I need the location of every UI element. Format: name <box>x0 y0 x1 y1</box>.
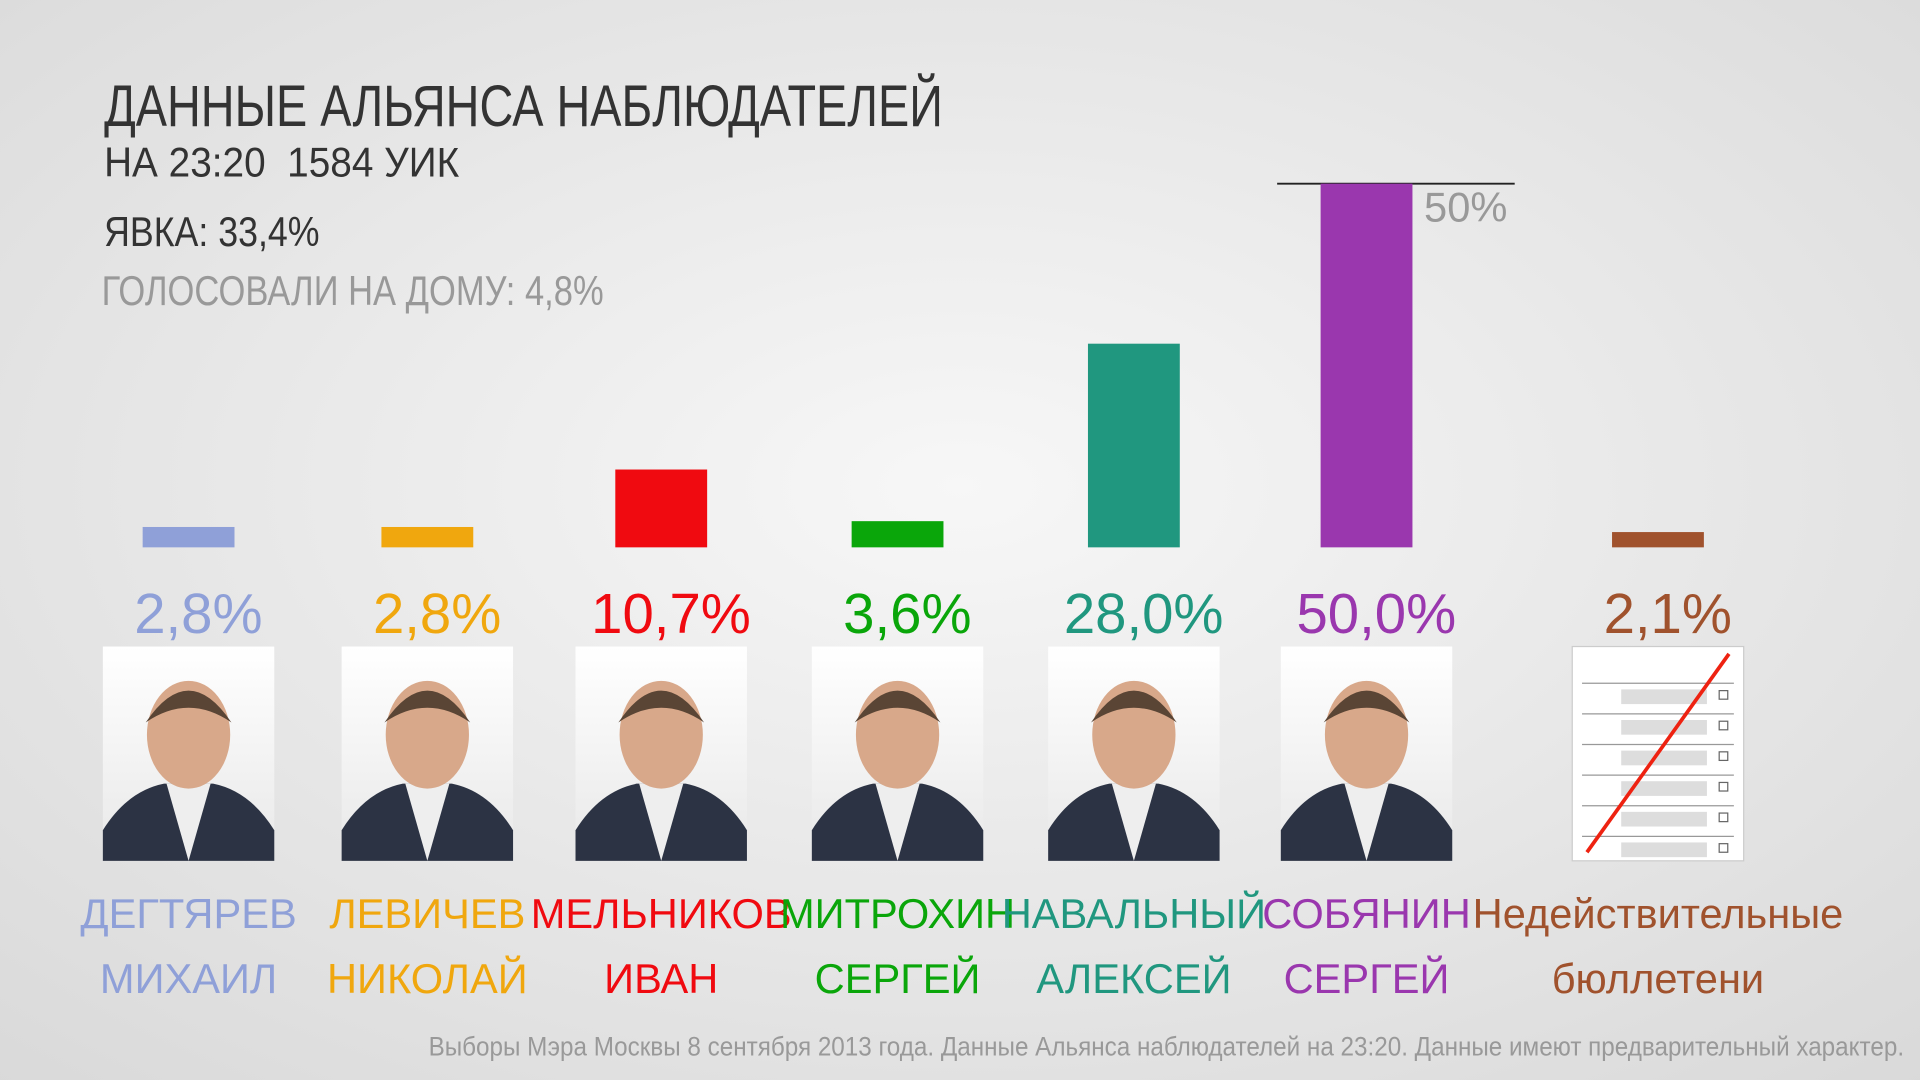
ballot-cross <box>1585 652 1731 854</box>
category-label: СЕРГЕЙ <box>815 954 981 1002</box>
photo <box>1571 645 1745 862</box>
category-label: ДЕГТЯРЕВ <box>80 890 296 937</box>
category-label: НАВАЛЬНЫЙ <box>1002 889 1266 937</box>
category-label: МЕЛЬНИКОВ <box>531 890 792 937</box>
ballot-text <box>1621 689 1707 705</box>
photo <box>575 646 747 861</box>
photo-hair <box>1091 690 1177 723</box>
value-label: 2,1% <box>1604 582 1732 645</box>
value-label: 2,8% <box>373 582 501 645</box>
bar <box>615 469 708 548</box>
bar <box>381 526 474 548</box>
ballot-text <box>1621 781 1707 796</box>
chart-subtitle: НА 23:20 1584 УИК <box>104 138 459 185</box>
category-label: СОБЯНИН <box>1262 890 1470 937</box>
ballot-box <box>1718 812 1729 823</box>
bar <box>1320 183 1413 548</box>
category-label: ЛЕВИЧЕВ <box>329 890 525 937</box>
bar <box>1087 343 1180 548</box>
ballot-box <box>1718 843 1729 853</box>
photo <box>811 646 984 861</box>
category-label: МИТРОХИН <box>780 890 1015 937</box>
category-label: ИВАН <box>604 955 718 1002</box>
category-label: АЛЕКСЕЙ <box>1036 954 1231 1002</box>
value-label: 3,6% <box>843 582 971 645</box>
photo-hair <box>854 690 941 723</box>
photo-shirt <box>639 783 684 861</box>
category-label: МИХАИЛ <box>100 955 277 1002</box>
ballot-text <box>1621 842 1707 858</box>
photo-shirt <box>1344 783 1389 861</box>
photo <box>1048 646 1220 861</box>
chart-title: ДАННЫЕ АЛЬЯНСА НАБЛЮДАТЕЛЕЙ <box>104 72 943 139</box>
value-label: 2,8% <box>134 582 262 645</box>
photo-shirt <box>875 783 920 861</box>
photo-hair <box>618 690 705 723</box>
footnote: Выборы Мэра Москвы 8 сентября 2013 года.… <box>429 1032 1905 1062</box>
value-label: 10,7% <box>591 582 751 645</box>
photo <box>341 646 514 861</box>
photo-shirt <box>405 783 450 861</box>
category-label: бюллетени <box>1552 955 1764 1002</box>
ballot-box <box>1718 720 1729 731</box>
photo-shirt <box>166 783 211 861</box>
home-voting: ГОЛОСОВАЛИ НА ДОМУ: 4,8% <box>102 267 604 314</box>
category-label: НИКОЛАЙ <box>327 954 528 1002</box>
photo-hair <box>145 690 232 723</box>
photo <box>1280 646 1453 861</box>
reference-label: 50% <box>1424 184 1507 231</box>
bar <box>142 526 235 548</box>
category-label: Недействительные <box>1473 890 1844 937</box>
photo-hair <box>1323 690 1410 723</box>
ballot-box <box>1718 751 1729 762</box>
turnout: ЯВКА: 33,4% <box>104 208 320 255</box>
ballot-box <box>1718 690 1729 700</box>
value-label: 50,0% <box>1296 582 1456 645</box>
photo <box>102 646 275 861</box>
value-label: 28,0% <box>1064 582 1224 645</box>
ballot-text <box>1621 720 1707 735</box>
bar <box>1612 532 1704 548</box>
bar <box>851 521 944 548</box>
ballot-text <box>1621 811 1707 827</box>
photo-shirt <box>1111 783 1156 861</box>
ballot-text <box>1621 750 1707 766</box>
ballot-box <box>1718 781 1729 792</box>
photo-hair <box>384 690 471 723</box>
category-label: СЕРГЕЙ <box>1284 954 1450 1002</box>
